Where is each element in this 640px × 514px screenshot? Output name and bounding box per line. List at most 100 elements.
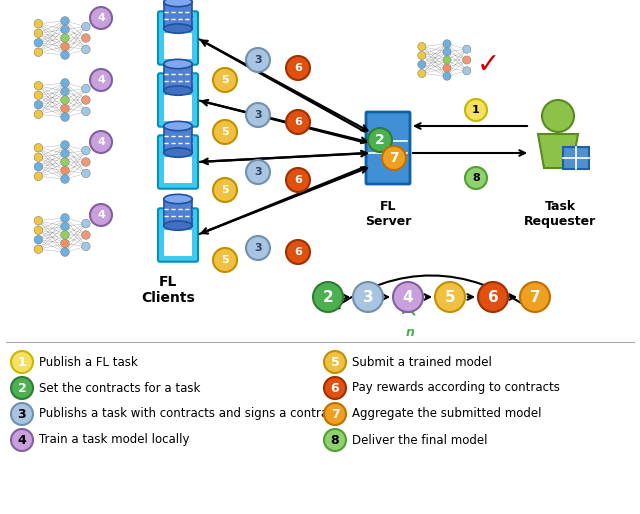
Text: Aggregate the submitted model: Aggregate the submitted model — [352, 408, 541, 420]
Circle shape — [82, 45, 90, 53]
Circle shape — [82, 169, 90, 178]
Circle shape — [246, 48, 270, 72]
Bar — [164, 230, 192, 255]
Circle shape — [82, 242, 90, 251]
Circle shape — [61, 96, 69, 104]
Ellipse shape — [164, 59, 192, 69]
Text: 4: 4 — [403, 289, 413, 304]
Circle shape — [90, 69, 112, 91]
Circle shape — [418, 69, 426, 78]
Circle shape — [34, 20, 43, 28]
Circle shape — [286, 240, 310, 264]
Ellipse shape — [164, 121, 192, 131]
Text: Deliver the final model: Deliver the final model — [352, 433, 488, 447]
Circle shape — [61, 42, 69, 51]
Circle shape — [246, 103, 270, 127]
Text: 5: 5 — [445, 289, 455, 304]
Circle shape — [542, 100, 574, 132]
Text: 7: 7 — [331, 408, 339, 420]
FancyArrowPatch shape — [332, 276, 532, 310]
Text: 2: 2 — [323, 289, 333, 304]
Circle shape — [324, 377, 346, 399]
Bar — [170, 14, 186, 17]
Circle shape — [418, 43, 426, 50]
Circle shape — [286, 110, 310, 134]
Circle shape — [61, 222, 69, 231]
Circle shape — [11, 351, 33, 373]
Bar — [164, 33, 192, 59]
Text: 4: 4 — [97, 75, 105, 85]
Circle shape — [90, 7, 112, 29]
Text: 2: 2 — [375, 133, 385, 147]
Text: 7: 7 — [530, 289, 540, 304]
FancyArrowPatch shape — [403, 307, 415, 315]
Circle shape — [418, 51, 426, 60]
Circle shape — [213, 120, 237, 144]
Circle shape — [465, 167, 487, 189]
Circle shape — [520, 282, 550, 312]
Circle shape — [34, 48, 43, 57]
Circle shape — [61, 16, 69, 25]
Circle shape — [34, 162, 43, 171]
Circle shape — [90, 131, 112, 153]
Circle shape — [34, 39, 43, 47]
Ellipse shape — [164, 24, 192, 33]
Circle shape — [443, 48, 451, 56]
Text: 5: 5 — [221, 75, 229, 85]
Circle shape — [82, 34, 90, 42]
Circle shape — [324, 403, 346, 425]
Circle shape — [443, 64, 451, 72]
Text: 1: 1 — [18, 356, 26, 369]
Circle shape — [463, 56, 471, 64]
Circle shape — [34, 226, 43, 234]
Circle shape — [82, 158, 90, 166]
Circle shape — [213, 68, 237, 92]
Circle shape — [61, 113, 69, 121]
FancyBboxPatch shape — [366, 112, 410, 184]
Circle shape — [34, 143, 43, 152]
Circle shape — [34, 82, 43, 90]
Circle shape — [324, 351, 346, 373]
Bar — [170, 76, 186, 79]
Circle shape — [34, 153, 43, 161]
Bar — [170, 138, 186, 141]
Circle shape — [82, 84, 90, 93]
Circle shape — [368, 128, 392, 152]
Circle shape — [11, 377, 33, 399]
Circle shape — [61, 240, 69, 248]
Bar — [164, 2, 192, 29]
Text: 1: 1 — [472, 105, 480, 115]
Circle shape — [34, 235, 43, 244]
Text: 3: 3 — [254, 243, 262, 253]
FancyBboxPatch shape — [158, 135, 198, 189]
Bar — [563, 147, 589, 169]
Circle shape — [61, 248, 69, 256]
Text: Train a task model locally: Train a task model locally — [39, 433, 189, 447]
Circle shape — [463, 45, 471, 53]
Text: 3: 3 — [254, 55, 262, 65]
FancyBboxPatch shape — [158, 208, 198, 262]
Circle shape — [286, 56, 310, 80]
Circle shape — [61, 87, 69, 96]
Bar — [170, 211, 186, 214]
Text: Pay rewards according to contracts: Pay rewards according to contracts — [352, 381, 560, 395]
Circle shape — [478, 282, 508, 312]
Bar — [164, 64, 192, 90]
Circle shape — [61, 175, 69, 183]
Circle shape — [82, 107, 90, 116]
Bar — [164, 199, 192, 226]
Circle shape — [61, 231, 69, 240]
Text: Submit a trained model: Submit a trained model — [352, 356, 492, 369]
Text: 6: 6 — [294, 63, 302, 73]
Text: FL
Server: FL Server — [365, 200, 411, 228]
Text: 4: 4 — [97, 137, 105, 147]
Bar — [164, 126, 192, 153]
Circle shape — [61, 104, 69, 113]
Circle shape — [286, 168, 310, 192]
Circle shape — [246, 236, 270, 260]
Circle shape — [34, 216, 43, 225]
Circle shape — [82, 22, 90, 31]
Circle shape — [465, 99, 487, 121]
Bar — [164, 157, 192, 182]
Circle shape — [418, 61, 426, 68]
